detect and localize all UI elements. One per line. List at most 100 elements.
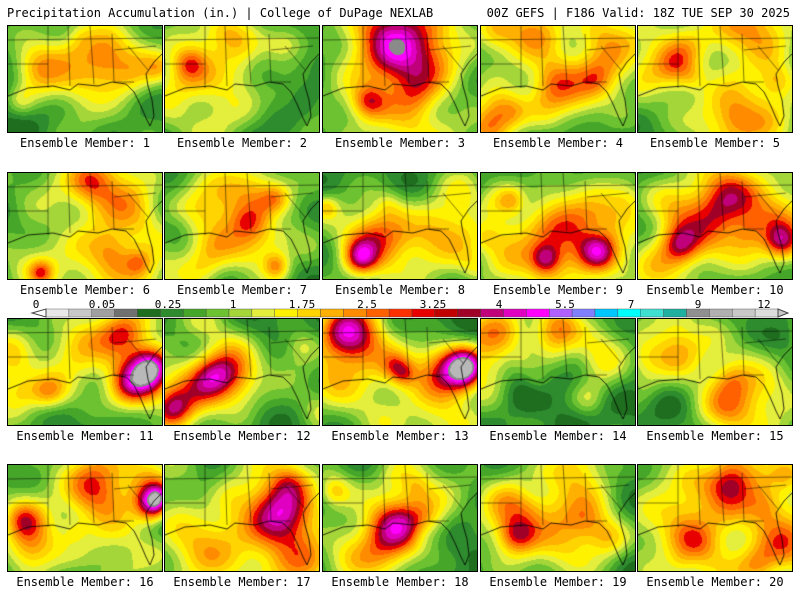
colorbar-swatch xyxy=(457,308,481,318)
colorbar-swatch xyxy=(411,308,436,318)
colorbar-swatch xyxy=(549,308,573,318)
precip-map-canvas xyxy=(481,173,635,279)
precip-map-canvas xyxy=(638,465,792,571)
ensemble-member-caption: Ensemble Member: 20 xyxy=(646,575,784,589)
chart-title: Precipitation Accumulation (in.) | Colle… xyxy=(7,6,434,20)
precip-map-canvas xyxy=(638,173,792,279)
colorbar-swatch xyxy=(343,308,367,318)
colorbar-tick-label: 7 xyxy=(627,298,635,311)
ensemble-member-map xyxy=(637,172,793,280)
ensemble-member-map xyxy=(322,318,478,426)
ensemble-member-map xyxy=(7,172,163,280)
ensemble-member-map xyxy=(480,172,636,280)
ensemble-member-map xyxy=(322,25,478,133)
precip-map-canvas xyxy=(481,26,635,132)
precip-map-canvas xyxy=(8,319,162,425)
colorbar-swatch xyxy=(571,308,596,318)
precip-map-canvas xyxy=(8,173,162,279)
ensemble-member-map xyxy=(637,25,793,133)
colorbar-swatch xyxy=(114,308,138,318)
colorbar-swatch xyxy=(640,308,664,318)
ensemble-member-caption: Ensemble Member: 1 xyxy=(19,136,151,150)
colorbar-tick-label: 0.25 xyxy=(154,298,182,311)
valid-time-label: 00Z GEFS | F186 Valid: 18Z TUE SEP 30 20… xyxy=(486,6,790,20)
ensemble-member-map xyxy=(322,464,478,572)
ensemble-member-caption: Ensemble Member: 16 xyxy=(16,575,154,589)
ensemble-member-map xyxy=(637,464,793,572)
colorbar-swatch xyxy=(251,308,275,318)
ensemble-member-caption: Ensemble Member: 2 xyxy=(176,136,308,150)
colorbar-swatch xyxy=(183,308,207,318)
ensemble-member-map xyxy=(164,25,320,133)
colorbar-tick-label: 5.5 xyxy=(555,298,575,311)
colorbar-swatch xyxy=(709,308,733,318)
ensemble-member-caption: Ensemble Member: 17 xyxy=(173,575,311,589)
colorbar-swatch xyxy=(434,308,458,318)
colorbar-tick-label: 12 xyxy=(757,298,771,311)
colorbar-tick-label: 0.05 xyxy=(88,298,116,311)
ensemble-member-map xyxy=(480,25,636,133)
ensemble-member-caption: Ensemble Member: 8 xyxy=(334,283,466,297)
colorbar-swatch xyxy=(663,308,687,318)
colorbar-swatch xyxy=(91,308,115,318)
colorbar-swatch xyxy=(754,308,779,318)
ensemble-member-map xyxy=(7,464,163,572)
colorbar-swatch xyxy=(228,308,253,318)
precip-map-canvas xyxy=(8,465,162,571)
ensemble-member-map xyxy=(164,172,320,280)
ensemble-member-caption: Ensemble Member: 12 xyxy=(173,429,311,443)
colorbar-swatch xyxy=(526,308,550,318)
precip-map-canvas xyxy=(8,26,162,132)
ensemble-member-map xyxy=(164,318,320,426)
ensemble-member-caption: Ensemble Member: 6 xyxy=(19,283,151,297)
colorbar-tick-label: 1.75 xyxy=(288,298,316,311)
ensemble-member-map xyxy=(7,318,163,426)
colorbar-swatch xyxy=(297,308,321,318)
ensemble-member-map xyxy=(322,172,478,280)
colorbar-swatch xyxy=(45,308,70,318)
ensemble-member-caption: Ensemble Member: 11 xyxy=(16,429,154,443)
colorbar-swatch xyxy=(732,308,756,318)
colorbar-swatch xyxy=(68,308,92,318)
ensemble-member-caption: Ensemble Member: 18 xyxy=(331,575,469,589)
ensemble-member-map xyxy=(480,318,636,426)
colorbar-swatch xyxy=(388,308,413,318)
colorbar-tick-label: 2.5 xyxy=(357,298,377,311)
colorbar-swatch xyxy=(480,308,504,318)
precip-map-canvas xyxy=(165,465,319,571)
ensemble-member-map xyxy=(637,318,793,426)
colorbar-swatch xyxy=(366,308,390,318)
precip-map-canvas xyxy=(323,465,477,571)
colorbar-swatch xyxy=(320,308,344,318)
ensemble-member-caption: Ensemble Member: 4 xyxy=(492,136,624,150)
colorbar-swatch xyxy=(594,308,619,318)
precip-map-canvas xyxy=(323,319,477,425)
precip-map-canvas xyxy=(481,465,635,571)
ensemble-member-caption: Ensemble Member: 5 xyxy=(649,136,781,150)
colorbar-tick-label: 9 xyxy=(694,298,702,311)
precip-map-canvas xyxy=(638,319,792,425)
colorbar-swatch xyxy=(160,308,184,318)
colorbar-swatch xyxy=(205,308,230,318)
precip-map-canvas xyxy=(165,173,319,279)
colorbar-tick-label: 4 xyxy=(495,298,503,311)
ensemble-member-map xyxy=(164,464,320,572)
precip-map-canvas xyxy=(638,26,792,132)
colorbar-tick-label: 1 xyxy=(229,298,237,311)
colorbar-tick-label: 0 xyxy=(32,298,40,311)
colorbar-strip xyxy=(30,308,790,318)
ensemble-member-caption: Ensemble Member: 10 xyxy=(646,283,784,297)
precip-map-canvas xyxy=(165,319,319,425)
ensemble-member-caption: Ensemble Member: 15 xyxy=(646,429,784,443)
ensemble-member-map xyxy=(7,25,163,133)
ensemble-member-caption: Ensemble Member: 7 xyxy=(176,283,308,297)
colorbar-swatch xyxy=(617,308,641,318)
colorbar-tick-label: 3.25 xyxy=(419,298,447,311)
precip-map-canvas xyxy=(323,26,477,132)
precip-map-canvas xyxy=(481,319,635,425)
precip-map-canvas xyxy=(323,173,477,279)
ensemble-member-caption: Ensemble Member: 19 xyxy=(489,575,627,589)
ensemble-member-caption: Ensemble Member: 3 xyxy=(334,136,466,150)
colorbar-right-arrow xyxy=(777,308,790,318)
colorbar-swatch xyxy=(686,308,710,318)
